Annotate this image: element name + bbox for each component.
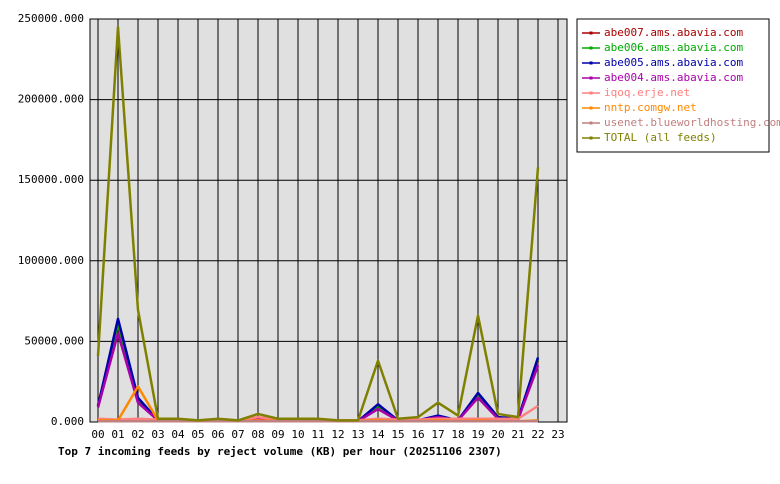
- x-tick-label: 04: [171, 428, 185, 441]
- x-tick-label: 01: [111, 428, 124, 441]
- x-tick-label: 09: [271, 428, 284, 441]
- y-tick-label: 200000.000: [18, 93, 84, 106]
- x-tick-label: 15: [391, 428, 404, 441]
- x-tick-label: 14: [371, 428, 385, 441]
- x-tick-label: 00: [91, 428, 104, 441]
- legend-marker: [589, 106, 593, 110]
- x-tick-label: 22: [531, 428, 544, 441]
- x-tick-label: 20: [491, 428, 504, 441]
- chart-title: Top 7 incoming feeds by reject volume (K…: [58, 445, 502, 458]
- series-line: [96, 25, 540, 422]
- x-tick-label: 10: [291, 428, 304, 441]
- legend-label: iqoq.erje.net: [604, 86, 690, 99]
- y-tick-label: 0.000: [51, 415, 84, 428]
- legend-marker: [589, 31, 593, 35]
- legend-label: usenet.blueworldhosting.com: [604, 116, 780, 129]
- x-tick-label: 23: [551, 428, 564, 441]
- legend-label: TOTAL (all feeds): [604, 131, 717, 144]
- legend-marker: [589, 61, 593, 65]
- y-tick-label: 150000.000: [18, 173, 84, 186]
- x-tick-label: 06: [211, 428, 224, 441]
- x-tick-label: 03: [151, 428, 164, 441]
- legend-box: [576, 18, 770, 153]
- x-tick-label: 08: [251, 428, 264, 441]
- y-tick-label: 50000.000: [24, 334, 84, 347]
- x-tick-label: 11: [311, 428, 324, 441]
- x-tick-label: 13: [351, 428, 364, 441]
- legend-marker: [589, 46, 593, 50]
- y-tick-label: 250000.000: [18, 12, 84, 25]
- plot-area: [90, 19, 567, 422]
- legend-marker: [589, 136, 593, 140]
- legend-label: abe004.ams.abavia.com: [604, 71, 743, 84]
- x-tick-label: 07: [231, 428, 244, 441]
- x-tick-label: 19: [471, 428, 484, 441]
- x-tick-label: 16: [411, 428, 424, 441]
- legend-label: abe006.ams.abavia.com: [604, 41, 743, 54]
- x-tick-label: 12: [331, 428, 344, 441]
- legend-label: nntp.comgw.net: [604, 101, 697, 114]
- legend-label: abe007.ams.abavia.com: [604, 26, 743, 39]
- x-tick-label: 21: [511, 428, 524, 441]
- x-tick-label: 02: [131, 428, 144, 441]
- x-tick-label: 05: [191, 428, 204, 441]
- legend-marker: [589, 76, 593, 80]
- legend-marker: [589, 121, 593, 125]
- x-tick-label: 17: [431, 428, 444, 441]
- y-tick-label: 100000.000: [18, 254, 84, 267]
- legend-label: abe005.ams.abavia.com: [604, 56, 743, 69]
- x-tick-label: 18: [451, 428, 464, 441]
- legend-marker: [589, 91, 593, 95]
